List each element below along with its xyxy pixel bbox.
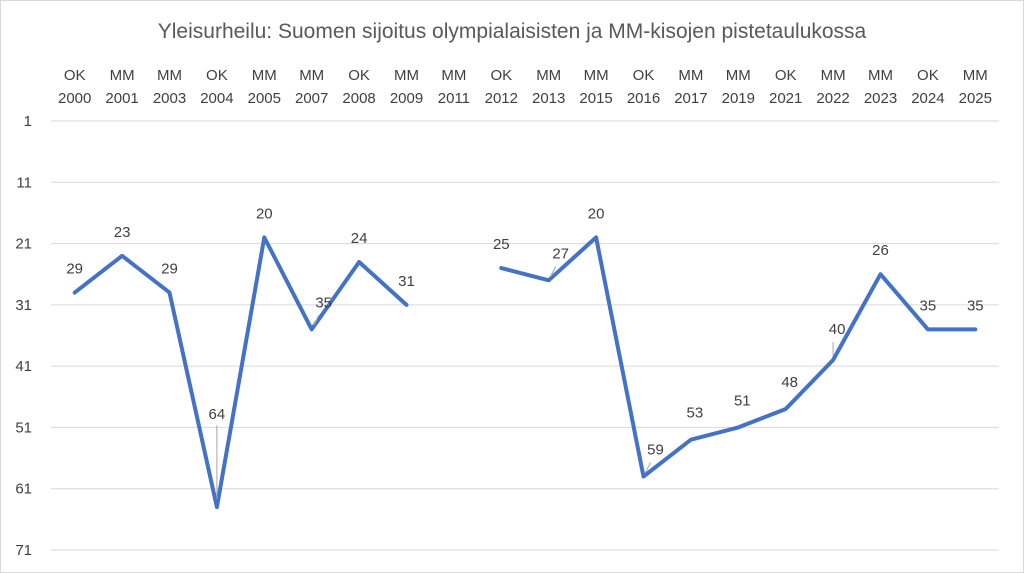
data-label: 51 <box>734 392 751 409</box>
x-category-label-event: OK <box>633 67 655 84</box>
data-label: 20 <box>588 205 605 222</box>
data-labels: 29 23 29 64 20 35 24 31 25 27 20 59 53 51 48 40 26 35 35 <box>66 205 983 458</box>
data-label: 48 <box>781 374 798 391</box>
x-category-label-event: MM <box>584 67 609 84</box>
y-tick-label: 51 <box>15 419 32 436</box>
x-category-label-year: 2023 <box>864 90 897 107</box>
data-label: 59 <box>647 441 664 458</box>
x-category-label-year: 2007 <box>295 90 328 107</box>
x-category-label-year: 2003 <box>153 90 186 107</box>
data-label: 24 <box>351 230 368 247</box>
data-label: 23 <box>114 224 131 241</box>
x-category-label-year: 2009 <box>390 90 423 107</box>
leader-line <box>645 462 651 473</box>
leader-lines <box>216 266 834 500</box>
x-category-label-year: 2008 <box>342 90 375 107</box>
y-tick-label: 41 <box>15 358 32 375</box>
x-category-label-event: MM <box>252 67 277 84</box>
x-category-label-year: 2000 <box>58 90 91 107</box>
gridlines <box>51 120 999 551</box>
x-category-label-event: MM <box>394 67 419 84</box>
series-line <box>72 235 409 510</box>
x-category-label-event: MM <box>726 67 751 84</box>
x-category-label-year: 2022 <box>816 90 849 107</box>
y-tick-label: 71 <box>15 542 32 559</box>
y-tick-label: 11 <box>16 174 32 191</box>
data-label: 53 <box>687 405 704 422</box>
x-category-label-event: MM <box>536 67 561 84</box>
x-category-label-year: 2013 <box>532 90 565 107</box>
series-line <box>499 235 978 479</box>
x-category-label-year: 2019 <box>722 90 755 107</box>
x-category-label-event: OK <box>206 67 228 84</box>
x-category-label-event: MM <box>868 67 893 84</box>
data-label: 40 <box>829 321 846 338</box>
data-label: 29 <box>161 261 178 278</box>
x-category-label-event: OK <box>775 67 797 84</box>
x-category-label-event: MM <box>963 67 988 84</box>
leader-line <box>550 266 557 277</box>
x-category-label-event: OK <box>348 67 370 84</box>
x-category-label-year: 2005 <box>248 90 281 107</box>
x-category-label-year: 2017 <box>674 90 707 107</box>
series-lines <box>72 235 978 510</box>
x-category-label-year: 2012 <box>485 90 518 107</box>
data-label: 31 <box>398 273 415 290</box>
x-category-label-event: MM <box>821 67 846 84</box>
data-label: 27 <box>552 245 569 262</box>
x-category-label-year: 2015 <box>579 90 612 107</box>
data-label: 20 <box>256 205 273 222</box>
y-tick-label: 1 <box>24 113 32 130</box>
x-category-label-event: OK <box>917 67 939 84</box>
x-category-label-event: MM <box>110 67 135 84</box>
data-label: 35 <box>967 297 984 314</box>
data-label: 25 <box>493 236 510 253</box>
x-category-label-year: 2021 <box>769 90 802 107</box>
data-label: 35 <box>920 297 937 314</box>
data-label: 35 <box>315 294 332 311</box>
x-category-label-year: 2004 <box>200 90 233 107</box>
x-axis-category-labels: OK 2000 MM 2001 MM 2003 OK 2004 MM 2005 MM 2007 OK 20… <box>58 67 992 107</box>
x-category-label-event: MM <box>678 67 703 84</box>
data-label: 29 <box>66 261 83 278</box>
x-category-label-event: MM <box>157 67 182 84</box>
leader-line <box>313 315 320 326</box>
data-label: 64 <box>209 406 226 423</box>
data-label: 26 <box>872 242 889 259</box>
y-tick-label: 31 <box>15 297 32 314</box>
x-category-label-event: MM <box>299 67 324 84</box>
x-category-label-event: OK <box>64 67 86 84</box>
y-tick-label: 21 <box>15 236 32 253</box>
y-tick-label: 61 <box>15 481 32 498</box>
chart-title: Yleisurheilu: Suomen sijoitus olympialai… <box>158 20 867 43</box>
x-category-label-event: OK <box>490 67 512 84</box>
x-category-label-year: 2024 <box>911 90 944 107</box>
x-category-label-year: 2001 <box>105 90 138 107</box>
x-category-label-event: MM <box>441 67 466 84</box>
x-category-label-year: 2016 <box>627 90 660 107</box>
x-category-label-year: 2011 <box>438 90 470 107</box>
x-category-label-year: 2025 <box>959 90 992 107</box>
